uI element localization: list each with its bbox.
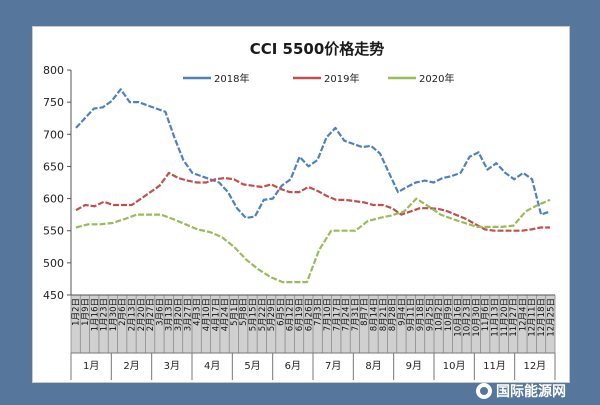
date-label: 6月19日 (295, 298, 305, 331)
date-label: 12月4日 (518, 298, 528, 331)
date-label: 7月17日 (332, 298, 342, 331)
date-label: 8月7日 (360, 298, 370, 326)
date-label: 11月13日 (491, 298, 501, 337)
y-tick-label: 450 (43, 289, 64, 302)
series-line-2 (75, 197, 551, 284)
y-tick-label: 750 (43, 96, 64, 109)
date-label: 2月20日 (137, 298, 147, 331)
date-label: 5月15日 (249, 298, 259, 331)
month-label: 9月 (406, 360, 422, 372)
date-label: 3月20日 (174, 298, 184, 331)
legend-label-0: 2018年 (214, 72, 249, 85)
month-label: 10月 (443, 360, 466, 372)
y-tick-label: 550 (43, 225, 64, 238)
date-label: 8月14日 (370, 298, 380, 331)
date-label: 10月2日 (435, 298, 445, 331)
date-label: 8月21日 (379, 298, 389, 331)
legend-label-2: 2020年 (419, 72, 454, 85)
date-label: 4月3日 (193, 298, 203, 326)
y-tick-label: 500 (43, 257, 64, 270)
date-label: 3月13日 (165, 298, 175, 331)
date-label: 3月6日 (155, 298, 165, 326)
date-label: 10月9日 (444, 298, 454, 331)
price-chart: CCI 5500价格走势 2018年 2019年 2020年 450 500 550 60… (43, 40, 556, 380)
date-label: 5月29日 (267, 298, 277, 331)
date-label: 7月24日 (342, 298, 352, 331)
y-tick-label: 700 (43, 128, 64, 141)
date-label: 5月1日 (230, 298, 240, 326)
date-label: 8月28日 (388, 298, 398, 331)
y-axis: 450 500 550 600 650 700 750 800 (43, 64, 72, 302)
date-label: 11月27日 (509, 298, 519, 337)
date-label: 6月12日 (286, 298, 296, 331)
date-label: 4月10日 (202, 298, 212, 331)
watermark-logo: 国际能源网 (476, 380, 566, 402)
chart-title: CCI 5500价格走势 (250, 40, 385, 58)
month-label: 2月 (123, 360, 139, 372)
legend: 2018年 2019年 2020年 (183, 72, 454, 85)
y-tick-label: 650 (43, 160, 64, 173)
date-label: 5月8日 (239, 298, 249, 326)
series-line-1 (75, 171, 550, 232)
month-label: 1月 (83, 360, 99, 372)
month-label: 12月 (523, 360, 546, 372)
date-label: 1月16日 (90, 298, 100, 331)
date-label: 6月5日 (276, 298, 286, 326)
month-label: 6月 (285, 360, 301, 372)
x-axis: 1月2日 1月9日 1月16日 1月23日 1月30日 2月6日 2月13日 2月20日 2月2… (70, 294, 556, 380)
date-label: 12月25日 (546, 298, 556, 337)
date-label: 7月31日 (351, 298, 361, 331)
series-line-0 (75, 88, 551, 219)
date-label: 9月4日 (397, 298, 407, 326)
date-label: 4月24日 (221, 298, 231, 331)
month-label: 7月 (325, 360, 341, 372)
date-label: 2月27日 (146, 298, 156, 331)
date-label: 9月11日 (407, 298, 417, 331)
date-label: 5月22日 (258, 298, 268, 331)
series-lines (75, 88, 551, 284)
chart-panel: CCI 5500价格走势 2018年 2019年 2020年 450 500 550 60… (32, 26, 570, 383)
date-label: 12月11日 (528, 298, 538, 337)
date-label: 7月3日 (314, 298, 324, 326)
month-label: 5月 (244, 360, 260, 372)
date-label: 9月25日 (425, 298, 435, 331)
date-label: 12月18日 (537, 298, 547, 337)
date-label: 1月2日 (72, 298, 82, 326)
date-label: 10月16日 (453, 298, 463, 337)
date-label: 11月6日 (481, 298, 491, 331)
month-label: 3月 (164, 360, 180, 372)
globe-icon (476, 383, 492, 399)
month-label: 11月 (483, 360, 506, 372)
date-label: 9月18日 (416, 298, 426, 331)
date-label: 11月20日 (500, 298, 510, 337)
date-label: 1月9日 (81, 298, 91, 326)
date-label: 2月6日 (118, 298, 128, 326)
y-tick-label: 600 (43, 193, 64, 206)
date-label: 10月30日 (472, 298, 482, 337)
date-label: 4月17日 (211, 298, 221, 331)
watermark-text: 国际能源网 (496, 384, 566, 400)
month-label: 4月 (204, 360, 220, 372)
month-label: 8月 (365, 360, 381, 372)
date-label: 1月23日 (100, 298, 110, 331)
date-label: 1月30日 (109, 298, 119, 331)
date-label: 3月27日 (183, 298, 193, 331)
date-label: 2月13日 (128, 298, 138, 331)
date-label: 10月23日 (463, 298, 473, 337)
legend-label-1: 2019年 (324, 72, 359, 85)
date-label: 6月26日 (304, 298, 314, 331)
y-tick-label: 800 (43, 64, 64, 77)
date-label: 7月10日 (323, 298, 333, 331)
